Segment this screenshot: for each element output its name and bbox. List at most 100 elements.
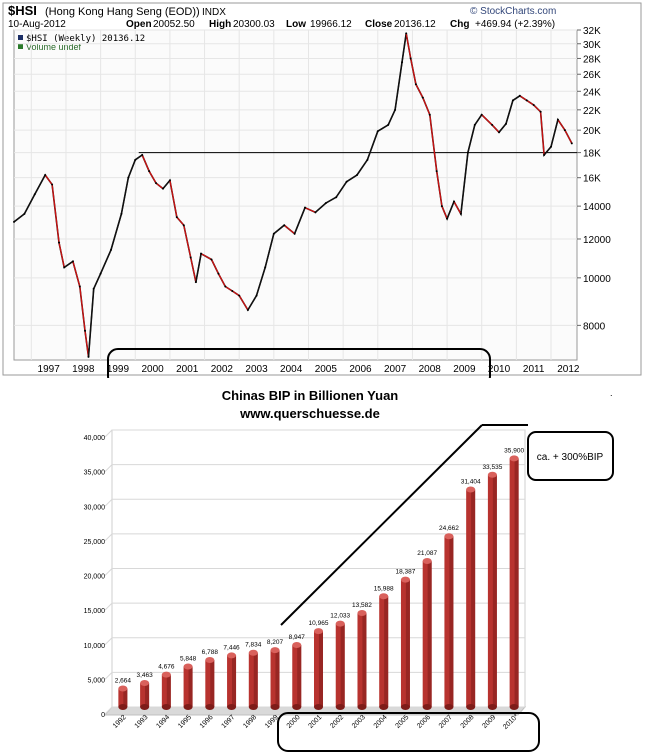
gdp-bar-value-label: 4,676: [158, 664, 175, 671]
hsi-price-point: [335, 196, 338, 199]
gdp-bar-base: [400, 704, 410, 710]
gdp-y-gridline-depth: [104, 533, 113, 542]
hsi-x-tick-label: 2012: [557, 364, 580, 375]
gdp-bar-base: [314, 704, 323, 710]
gdp-bar-value-label: 12,033: [330, 613, 350, 620]
hsi-x-tick-label: 2009: [453, 364, 476, 375]
hsi-price-point: [194, 281, 197, 284]
hsi-price-segment: [346, 174, 358, 183]
hsi-price-segment: [356, 159, 368, 176]
hsi-price-point: [324, 202, 327, 205]
gdp-bar-value-label: 3,463: [136, 672, 153, 679]
gdp-x-tick-label: 1995: [177, 714, 193, 730]
hsi-price-segment: [120, 177, 129, 215]
gdp-title: Chinas BIP in Billionen Yuan: [222, 388, 399, 403]
gdp-bar: [444, 536, 454, 707]
hsi-price-segment: [405, 33, 412, 59]
gdp-bar-cap: [422, 557, 432, 564]
hsi-price-point: [23, 212, 26, 215]
hsi-price-point: [532, 104, 535, 107]
gdp-bar-value-label: 8,207: [267, 639, 284, 646]
gdp-x-axis: 1992 1993 1994 1995 1996 1997 1998 1999 2000 2001…: [112, 713, 520, 731]
gdp-bar-shade: [253, 652, 258, 707]
hsi-price-segment: [79, 286, 86, 331]
gdp-bar-cap: [118, 685, 128, 692]
hsi-price-segment: [401, 33, 407, 63]
gdp-x-tick-label: 2005: [394, 714, 410, 730]
gdp-y-gridline-depth: [104, 568, 113, 576]
gdp-bar: [248, 652, 258, 707]
gdp-bar: [292, 645, 302, 707]
gdp-subtitle: www.querschuesse.de: [239, 406, 380, 421]
hsi-price-point: [161, 187, 164, 190]
gdp-bar-value-label: 35,900: [504, 447, 524, 454]
gdp-x-tick-label: 2004: [373, 714, 389, 730]
hsi-price-segment: [498, 123, 507, 133]
hsi-price-segment: [238, 295, 249, 311]
gdp-bar-base: [161, 704, 171, 710]
hsi-price-point: [387, 123, 390, 126]
hsi-symbol: $HSI: [8, 3, 37, 18]
gdp-bar-shade: [449, 536, 454, 707]
hsi-price-segment: [512, 95, 521, 101]
hsi-price-segment: [190, 257, 197, 283]
gdp-bar-shade: [514, 458, 519, 707]
gdp-bar-cap: [357, 609, 367, 616]
hsi-x-tick-label: 2003: [245, 364, 268, 375]
hsi-price-point: [87, 355, 90, 358]
hsi-price-segment: [110, 213, 123, 251]
hsi-price-segment: [294, 207, 306, 234]
hsi-price-segment: [491, 124, 500, 133]
hsi-price-point: [120, 212, 123, 215]
gdp-bar-value-label: 21,087: [417, 550, 437, 557]
chg-label: Chg: [450, 19, 469, 30]
hsi-price-segment: [460, 152, 469, 214]
gdp-y-tick-label: 25,000: [84, 539, 106, 546]
gdp-bar-shade: [492, 474, 497, 707]
gdp-bar-shade: [123, 688, 128, 707]
hsi-y-tick-label: 30K: [583, 40, 601, 51]
hsi-x-tick-label: 2008: [419, 364, 442, 375]
hsi-price-point: [217, 272, 220, 275]
hsi-y-tick-label: 20K: [583, 126, 601, 137]
hsi-price-point: [428, 113, 431, 116]
gdp-bar-value-label: 15,988: [374, 585, 394, 592]
hsi-price-point: [401, 61, 404, 64]
hsi-price-point: [238, 294, 241, 297]
hsi-price-segment: [441, 205, 448, 219]
hsi-price-segment: [87, 288, 95, 357]
gdp-bar: [335, 623, 345, 707]
gdp-bar-base: [118, 704, 128, 710]
hsi-price-segment: [550, 119, 559, 147]
hsi-price-segment: [51, 184, 60, 243]
gdp-bar-base: [444, 704, 454, 710]
gdp-bar-value-label: 7,446: [223, 644, 240, 651]
gdp-bar-cap: [248, 649, 258, 656]
chg-value: +469.94 (+2.39%): [475, 19, 555, 30]
hsi-ohlc: Open 20052.50 High 20300.03 Low 19966.12…: [126, 19, 555, 30]
gdp-y-tick-label: 35,000: [84, 470, 106, 477]
hsi-price-point: [92, 287, 95, 290]
gdp-bar-value-label: 7,834: [245, 642, 262, 649]
hsi-price-segment: [519, 95, 528, 101]
hsi-price-segment: [231, 290, 240, 297]
gdp-bar-base: [205, 704, 215, 710]
hsi-x-axis: 1997 1998 1999 2000 2001 2002 2003 2004 2005 2006…: [38, 364, 580, 375]
hsi-price-point: [366, 158, 369, 161]
gdp-x-tick-label: 2001: [307, 714, 323, 730]
hsi-price-point: [414, 83, 417, 86]
hsi-price-segment: [13, 213, 25, 223]
gdp-bar-base: [227, 704, 237, 710]
gdp-bar-value-label: 6,788: [202, 649, 219, 656]
gdp-bar-base: [509, 704, 519, 710]
hsi-price-segment: [304, 207, 316, 213]
hsi-price-point: [283, 224, 286, 227]
hsi-price-segment: [255, 267, 266, 296]
hsi-price-point: [511, 99, 514, 102]
gdp-x-tick-label: 2003: [351, 714, 367, 730]
brand-label: © StockCharts.com: [470, 6, 556, 17]
hsi-x-tick-label: 2011: [523, 364, 545, 375]
hsi-price-point: [504, 122, 507, 125]
gdp-bar-value-label: 31,404: [461, 479, 481, 486]
gdp-bar-value-label: 8,947: [289, 634, 306, 641]
